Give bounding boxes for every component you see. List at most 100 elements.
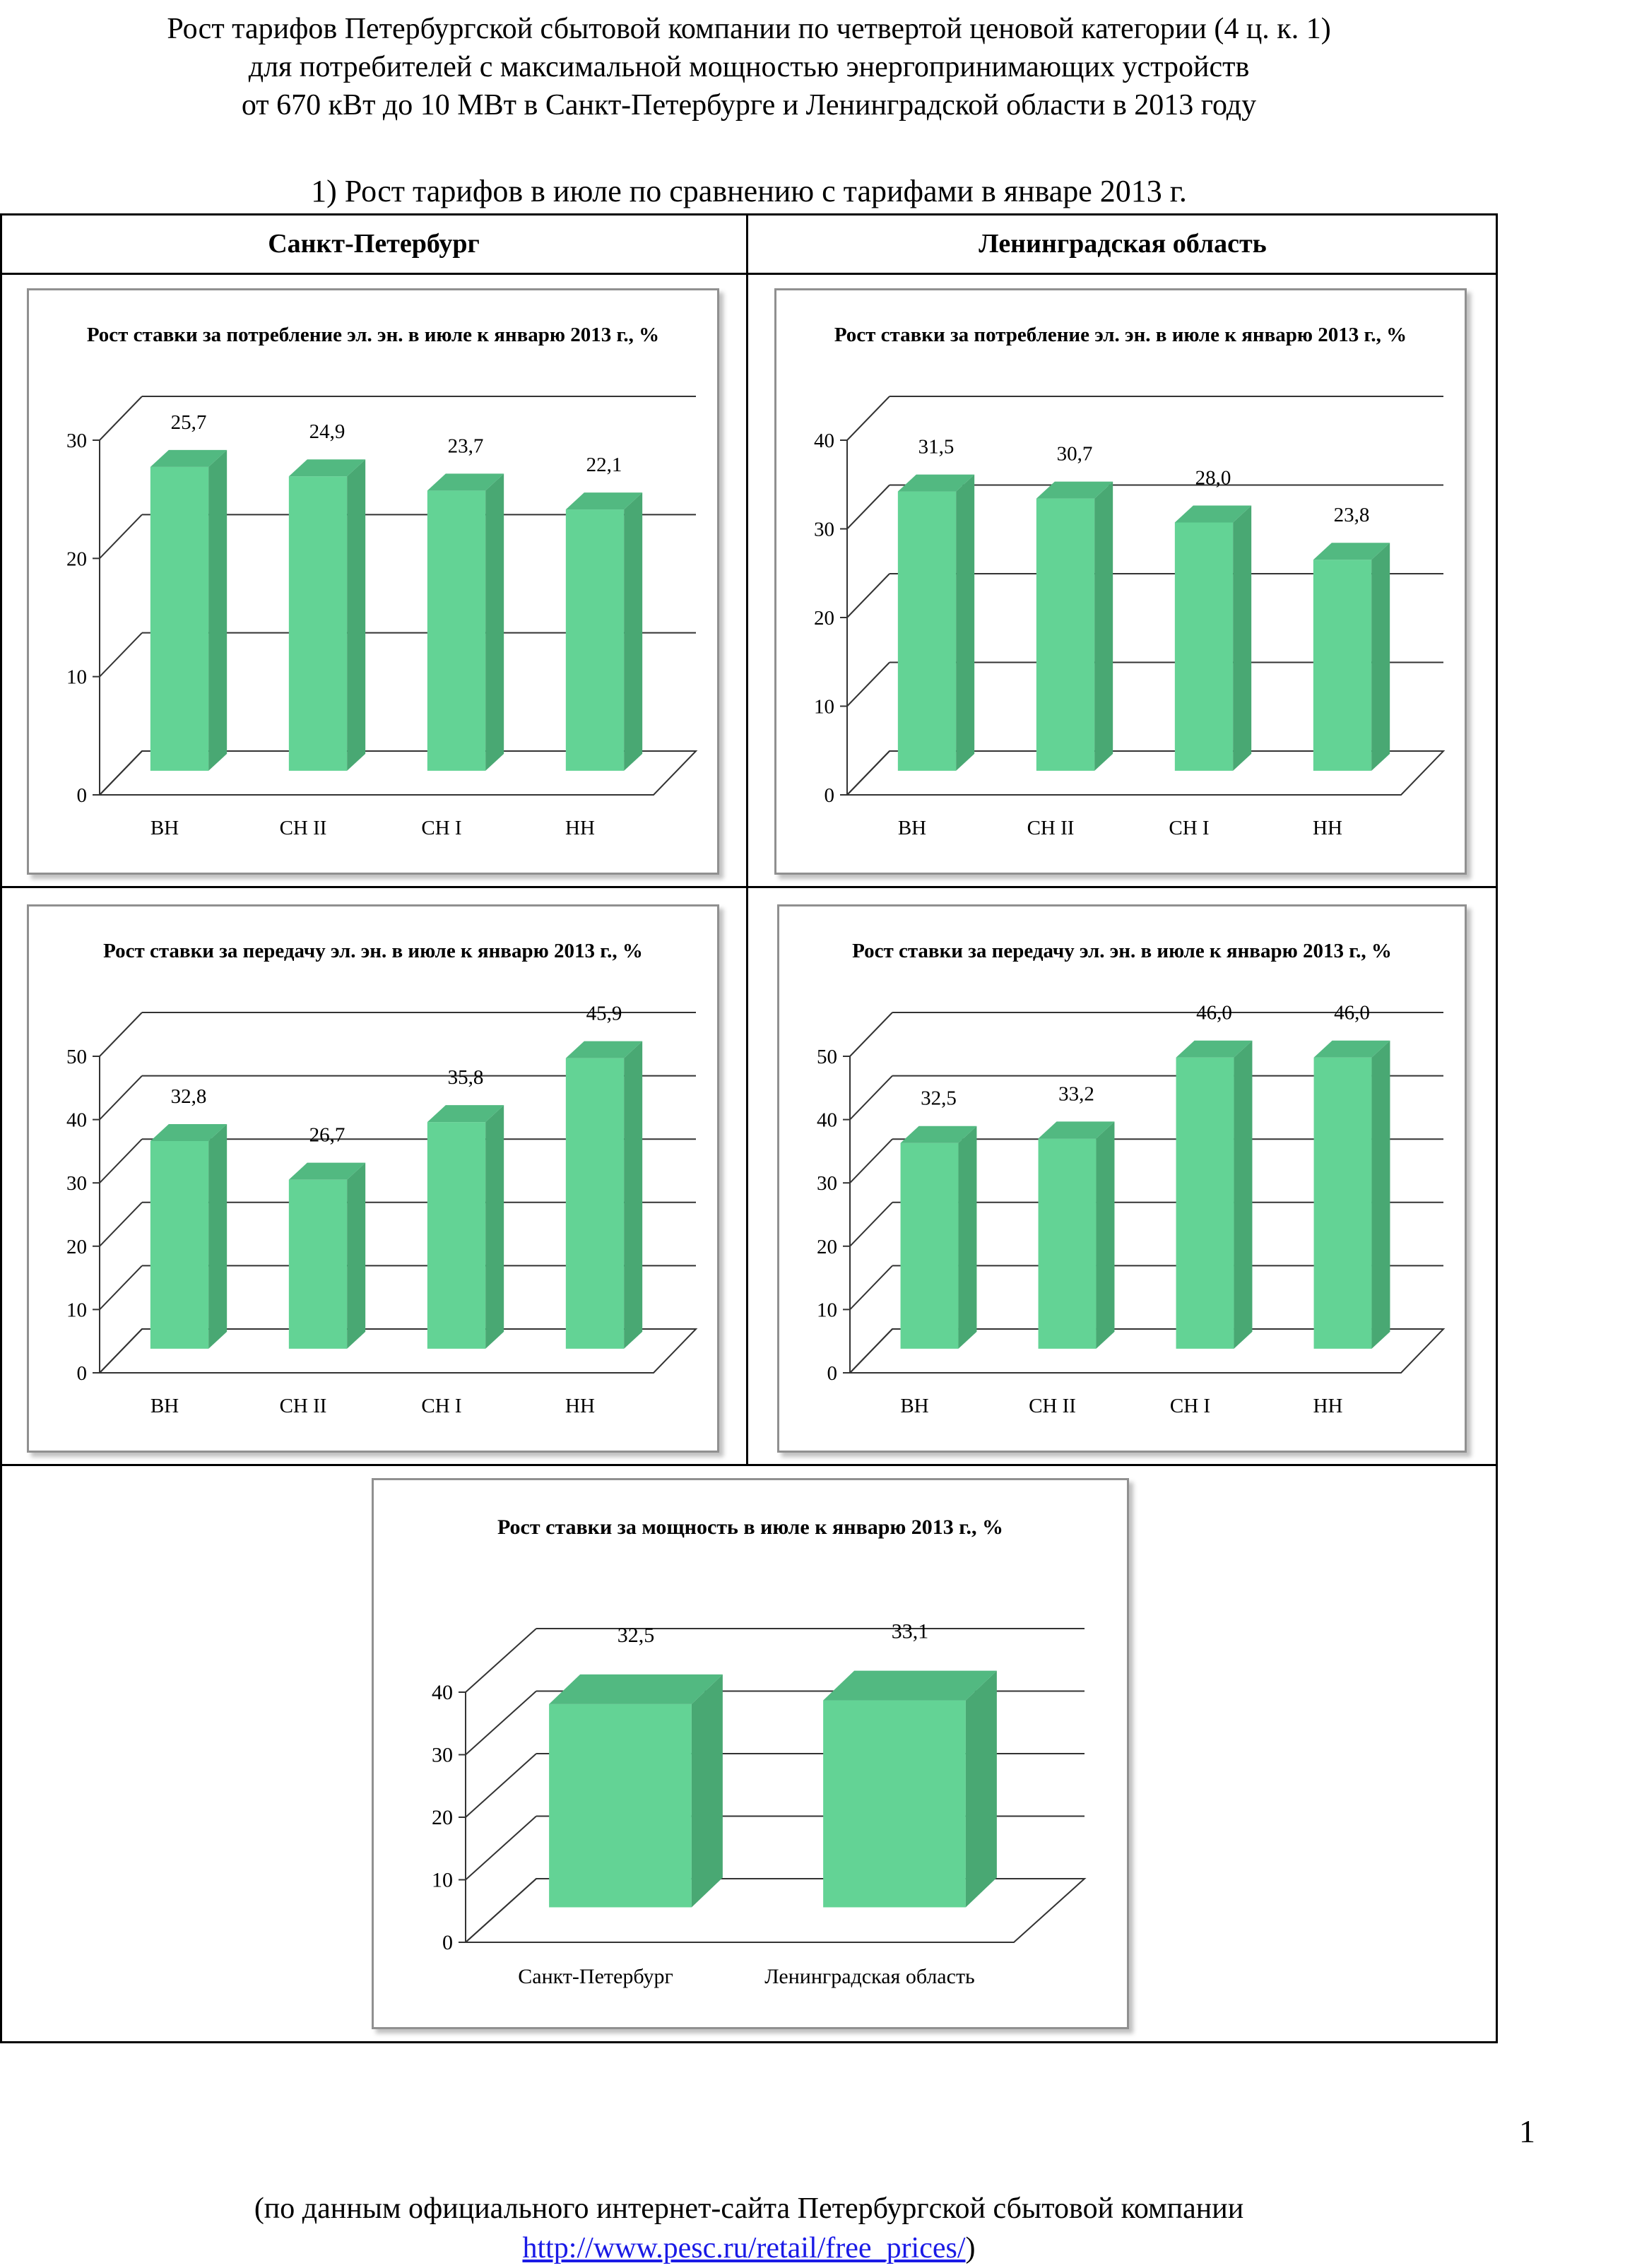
bar-value-label: 23,7 — [448, 435, 484, 457]
bar-side — [1234, 1040, 1253, 1349]
table-border-left — [0, 213, 2, 2043]
table-row-divider-1 — [0, 886, 1498, 888]
y-tick-label: 10 — [432, 1869, 453, 1892]
bar — [427, 1105, 504, 1349]
bar-top — [897, 474, 975, 492]
bar-side — [965, 1670, 997, 1908]
bar-top — [823, 1670, 997, 1701]
bar-top — [288, 459, 366, 477]
bar-front — [900, 1142, 959, 1349]
bar — [1174, 505, 1252, 771]
gridline-diagonal — [849, 1202, 893, 1247]
bar-top — [1313, 543, 1390, 560]
bar-value-label: 32,8 — [171, 1085, 207, 1108]
bar — [549, 1674, 723, 1908]
bar — [1038, 1121, 1115, 1349]
bar-value-label: 32,5 — [618, 1624, 655, 1647]
y-tick-label: 20 — [66, 548, 87, 570]
x-category-label: СН II — [280, 817, 327, 839]
bar-side — [208, 449, 228, 771]
bar — [565, 1041, 643, 1349]
bar — [1313, 1040, 1390, 1349]
bar-value-label: 28,0 — [1195, 467, 1231, 490]
chart-title: Рост ставки за передачу эл. эн. в июле к… — [852, 940, 1392, 962]
bar-front — [1313, 560, 1372, 771]
x-category-label: СН II — [1029, 1395, 1076, 1417]
bar-side — [624, 492, 643, 771]
y-tick-label: 50 — [66, 1046, 87, 1068]
chart-transmission-lo: Рост ставки за передачу эл. эн. в июле к… — [777, 904, 1467, 1453]
gridline-diagonal — [846, 661, 890, 707]
bar-front — [150, 466, 209, 771]
y-tick-label: 20 — [432, 1806, 453, 1829]
bar-front — [288, 1179, 348, 1349]
bar-front — [288, 476, 348, 771]
bar-top — [288, 1162, 366, 1180]
y-tick-label: 30 — [432, 1744, 453, 1767]
gridline-diagonal — [846, 573, 890, 618]
section-title: 1) Рост тарифов в июле по сравнению с та… — [311, 174, 1187, 208]
gridline-diagonal — [99, 396, 143, 441]
table-row-divider-2 — [0, 1464, 1498, 1466]
x-category-label: ВН — [898, 817, 926, 839]
bar-value-label: 35,8 — [448, 1066, 484, 1089]
bar-side — [208, 1124, 228, 1349]
bar-top — [565, 492, 643, 510]
bar-top — [427, 473, 504, 491]
bar-value-label: 46,0 — [1196, 1002, 1232, 1024]
bar — [150, 449, 228, 771]
chart-floor — [98, 750, 698, 796]
y-tick-label: 50 — [817, 1046, 837, 1068]
gridline-diagonal — [99, 1012, 143, 1057]
bar — [1313, 543, 1390, 771]
y-tick-label: 40 — [432, 1681, 453, 1704]
x-category-label: ВН — [150, 817, 179, 839]
x-category-label: СН I — [1170, 1395, 1210, 1417]
y-tick-label: 40 — [66, 1109, 87, 1132]
bar — [900, 1126, 977, 1349]
bar-top — [150, 449, 228, 467]
chart-floor — [98, 1328, 698, 1374]
source-link[interactable]: http://www.pesc.ru/retail/free_prices/ — [522, 2232, 966, 2264]
gridline-diagonal — [465, 1690, 537, 1756]
header-line-3: от 670 кВт до 10 МВт в Санкт-Петербурге … — [241, 89, 1257, 122]
bar — [1176, 1040, 1253, 1349]
bar-side — [1371, 543, 1390, 771]
gridline-diagonal — [849, 1012, 893, 1057]
chart-svg: Рост ставки за потребление эл. эн. в июл… — [814, 324, 1446, 839]
bar-value-label: 33,2 — [1058, 1082, 1094, 1105]
x-category-label: НН — [565, 1395, 595, 1417]
bar-value-label: 46,0 — [1334, 1002, 1370, 1024]
y-tick-label: 30 — [814, 519, 834, 541]
y-tick-label: 30 — [66, 1172, 87, 1195]
y-tick-label: 20 — [817, 1236, 837, 1258]
x-category-label: НН — [1313, 817, 1342, 839]
bar-value-label: 23,8 — [1334, 504, 1370, 526]
gridline-diagonal — [99, 1202, 143, 1247]
chart-title: Рост ставки за потребление эл. эн. в июл… — [87, 324, 659, 346]
bar-front — [897, 491, 957, 771]
bar-side — [347, 459, 366, 771]
header-line-2: для потребителей с максимальной мощность… — [248, 51, 1250, 83]
chart-floor — [463, 1878, 1087, 1943]
y-tick-label: 0 — [77, 784, 88, 807]
footer-link-line: http://www.pesc.ru/retail/free_prices/) — [0, 2228, 1498, 2268]
bar-front — [1038, 1138, 1097, 1349]
gridline-diagonal — [99, 1075, 143, 1121]
y-tick-label: 10 — [817, 1299, 837, 1321]
y-tick-label: 10 — [66, 1299, 87, 1321]
bar-value-label: 22,1 — [586, 454, 622, 476]
chart-capacity: Рост ставки за мощность в июле к январю … — [372, 1478, 1129, 2029]
bar-front — [1174, 522, 1234, 771]
bar — [288, 459, 366, 771]
bar-value-label: 25,7 — [171, 411, 207, 434]
table-column-divider — [746, 213, 748, 1465]
column-header-lo: Ленинградская область — [979, 229, 1267, 259]
bar-top — [565, 1041, 643, 1058]
y-tick-label: 40 — [814, 430, 834, 452]
source-footer: (по данным официального интернет-сайта П… — [0, 2189, 1498, 2268]
x-category-label: Ленинградская область — [764, 1965, 974, 1988]
bar — [1036, 481, 1113, 771]
y-tick-label: 0 — [77, 1362, 88, 1385]
bar-side — [1094, 481, 1113, 771]
